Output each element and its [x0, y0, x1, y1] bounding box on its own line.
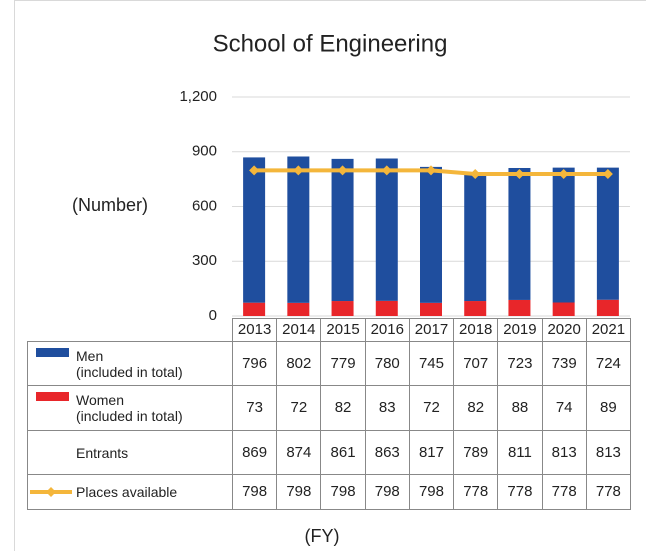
- bar: [420, 302, 442, 316]
- table-cell: 798: [232, 474, 278, 510]
- table-cell: 745: [408, 341, 455, 386]
- legend-label: Men (included in total): [27, 341, 233, 386]
- y-axis-label: (Number): [72, 195, 148, 215]
- bar: [375, 158, 398, 301]
- marker: [514, 169, 525, 180]
- x-tick-label: 2018: [453, 318, 499, 342]
- table-cell: 707: [453, 341, 499, 386]
- bar: [331, 158, 354, 302]
- bar: [331, 301, 354, 316]
- table-cell: 813: [541, 430, 587, 475]
- marker: [249, 165, 260, 176]
- table-cell: 724: [585, 341, 631, 386]
- x-tick-label: 2013: [232, 318, 278, 342]
- legend-swatch: [36, 392, 69, 401]
- marker: [470, 169, 481, 180]
- bar: [596, 299, 619, 316]
- table-cell: 798: [364, 474, 410, 510]
- marker: [426, 165, 436, 176]
- bar: [243, 157, 266, 303]
- table-cell: 796: [232, 341, 278, 386]
- bar: [596, 167, 619, 300]
- table-cell: 869: [232, 430, 278, 475]
- bar: [508, 299, 531, 316]
- x-tick-label: 2021: [585, 318, 631, 342]
- bar: [287, 302, 310, 316]
- table-cell: 813: [585, 430, 631, 475]
- marker: [293, 165, 304, 176]
- table-cell: 778: [585, 474, 631, 510]
- table-cell: 778: [497, 474, 543, 510]
- legend-marker: [46, 487, 56, 497]
- table-cell: 780: [364, 341, 410, 386]
- table-cell: 811: [497, 430, 543, 475]
- bar: [508, 167, 531, 300]
- y-tick-label: 900: [192, 143, 217, 160]
- table-cell: 72: [408, 385, 455, 431]
- table-cell: 802: [276, 341, 322, 386]
- legend-label: Entrants: [27, 430, 233, 475]
- table-cell: 861: [320, 430, 366, 475]
- table-cell: 778: [541, 474, 587, 510]
- table-cell: 778: [453, 474, 499, 510]
- x-tick-label: 2016: [364, 318, 410, 342]
- x-tick-label: 2019: [497, 318, 543, 342]
- marker: [337, 165, 348, 176]
- bar: [464, 301, 487, 316]
- x-tick-label: 2020: [541, 318, 587, 342]
- bar: [243, 302, 266, 316]
- table-cell: 789: [453, 430, 499, 475]
- x-tick-label: 2017: [408, 318, 455, 342]
- bar: [420, 166, 442, 303]
- chart-title: School of Engineering: [213, 30, 448, 57]
- table-cell: 798: [408, 474, 455, 510]
- bar: [287, 156, 310, 303]
- table-cell: 74: [541, 385, 587, 431]
- table-cell: 72: [276, 385, 322, 431]
- marker: [381, 165, 392, 176]
- table-cell: 723: [497, 341, 543, 386]
- y-tick-label: 1,200: [179, 88, 217, 105]
- table-cell: 863: [364, 430, 410, 475]
- table-cell: 88: [497, 385, 543, 431]
- table-cell: 798: [276, 474, 322, 510]
- legend-label: Places available: [27, 474, 233, 510]
- bar: [552, 167, 575, 303]
- table-cell: 817: [408, 430, 455, 475]
- table-cell: 82: [320, 385, 366, 431]
- table-cell: 798: [320, 474, 366, 510]
- table-cell: 82: [453, 385, 499, 431]
- x-axis-label: (FY): [305, 526, 340, 546]
- bar: [464, 172, 487, 302]
- legend-swatch: [36, 348, 69, 357]
- marker: [558, 169, 569, 180]
- table-cell: 874: [276, 430, 322, 475]
- table-cell: 89: [585, 385, 631, 431]
- y-tick-label: 0: [209, 307, 217, 324]
- table-cell: 739: [541, 341, 587, 386]
- bar: [552, 302, 575, 316]
- marker: [602, 169, 613, 180]
- x-tick-label: 2015: [320, 318, 366, 342]
- table-cell: 83: [364, 385, 410, 431]
- y-tick-label: 600: [192, 197, 217, 214]
- table-cell: 73: [232, 385, 278, 431]
- x-tick-label: 2014: [276, 318, 322, 342]
- table-cell: 779: [320, 341, 366, 386]
- y-tick-label: 300: [192, 252, 217, 269]
- frame: [14, 0, 646, 551]
- legend-label: Women (included in total): [27, 385, 233, 431]
- bar: [375, 300, 398, 316]
